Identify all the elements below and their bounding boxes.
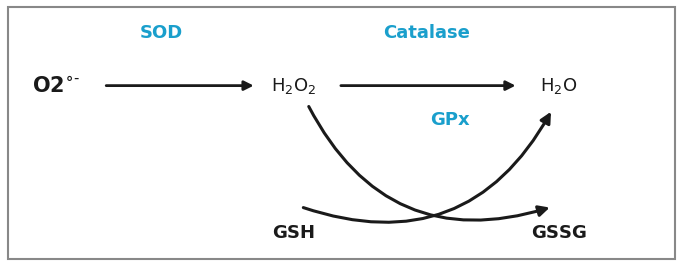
Text: $\mathbf{GSSG}$: $\mathbf{GSSG}$	[531, 224, 587, 242]
Text: $\mathrm{H_2O_2}$: $\mathrm{H_2O_2}$	[271, 76, 316, 95]
Text: $\mathbf{GSH}$: $\mathbf{GSH}$	[273, 224, 316, 242]
Text: $\mathbf{O2^{\circ\text{-}}}$: $\mathbf{O2^{\circ\text{-}}}$	[31, 76, 80, 95]
Text: Catalase: Catalase	[383, 24, 470, 42]
Text: SOD: SOD	[139, 24, 183, 42]
Text: $\mathrm{H_2O}$: $\mathrm{H_2O}$	[540, 76, 578, 95]
Text: GPx: GPx	[430, 111, 470, 129]
